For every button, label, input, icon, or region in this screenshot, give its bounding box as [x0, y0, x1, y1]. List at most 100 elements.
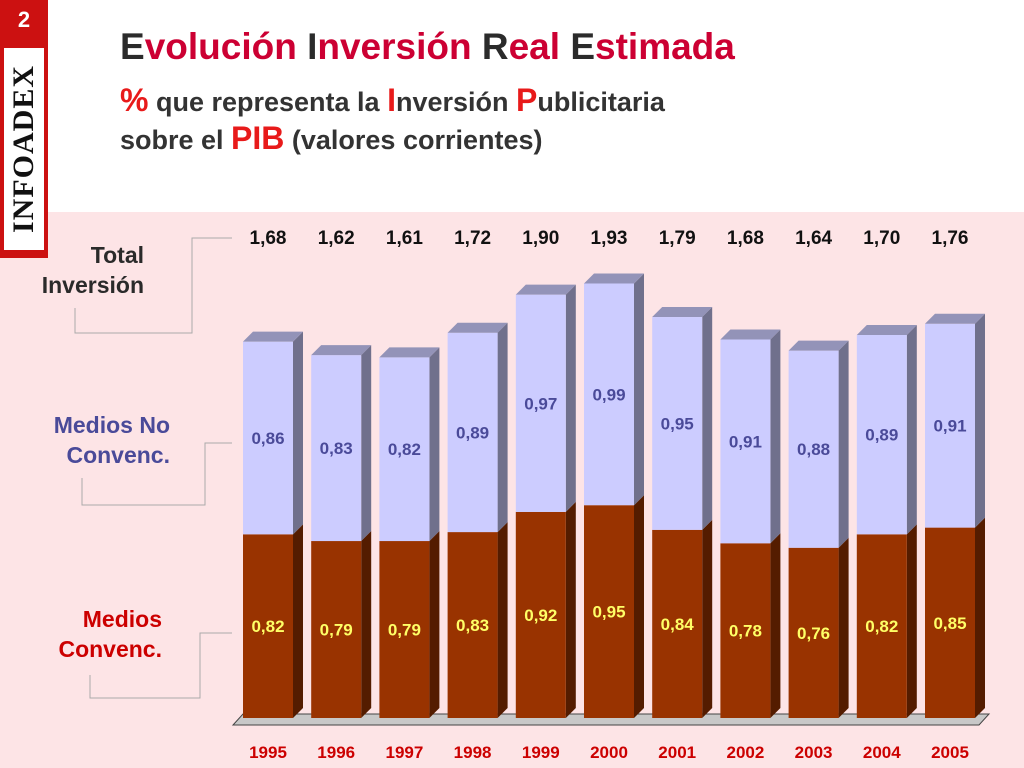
bar-convenc-2005 [925, 527, 975, 718]
x-tick-label: 1998 [454, 743, 492, 762]
bar-side-no-convenc [497, 322, 508, 533]
x-tick-label: 2002 [726, 743, 764, 762]
bar-no-convenc-2002 [720, 339, 771, 544]
total-label: 1,68 [727, 228, 764, 249]
data-label-no-convenc: 0,91 [729, 432, 762, 451]
bar-side-no-convenc [634, 273, 644, 506]
slide-number: 2 [17, 7, 31, 32]
data-label-no-convenc: 0,99 [592, 385, 625, 404]
bar-no-convenc-2000 [584, 283, 634, 506]
bar-convenc-2001 [652, 529, 703, 718]
bar-top-face [243, 331, 303, 342]
bar-top-face [447, 322, 508, 333]
bar-side-no-convenc [361, 345, 372, 542]
data-label-convenc: 0,82 [251, 617, 284, 636]
bar-no-convenc-1996 [311, 355, 362, 542]
bar-convenc-2000 [584, 505, 634, 718]
data-label-no-convenc: 0,89 [456, 423, 489, 442]
bar-convenc-1996 [311, 541, 362, 718]
data-label-no-convenc: 0,97 [524, 394, 557, 413]
bar-side-no-convenc [429, 347, 440, 542]
data-label-no-convenc: 0,89 [865, 426, 898, 445]
connector-line [81, 442, 232, 506]
label-medios-no-convenc: Medios No Convenc. [53, 412, 170, 468]
bar-no-convenc-1998 [447, 332, 498, 533]
total-label: 1,68 [250, 228, 287, 249]
bar-top-face [311, 345, 372, 356]
bar-top-face [720, 329, 781, 340]
bar-convenc-1998 [447, 532, 498, 718]
data-label-convenc: 0,79 [388, 621, 421, 640]
bar-side-no-convenc [838, 340, 849, 548]
bar-no-convenc-2004 [856, 334, 907, 535]
bar-top-face [379, 347, 440, 358]
x-tick-label: 1996 [317, 743, 355, 762]
data-label-no-convenc: 0,88 [797, 440, 830, 459]
connector-line [89, 632, 232, 699]
x-tick-label: 1995 [249, 743, 287, 762]
bar-side-no-convenc [293, 331, 303, 535]
x-tick-label: 2001 [658, 743, 696, 762]
bar-side-no-convenc [906, 324, 917, 535]
data-label-convenc: 0,85 [933, 614, 966, 633]
bar-side-convenc [361, 531, 372, 718]
data-label-no-convenc: 0,95 [661, 414, 694, 433]
bar-side-no-convenc [975, 313, 985, 528]
bar-top-face [925, 313, 985, 324]
bar-no-convenc-2003 [788, 350, 839, 548]
data-label-convenc: 0,76 [797, 624, 830, 643]
infoadex-logo: INFOADEX [4, 48, 44, 250]
bar-convenc-2003 [788, 547, 839, 718]
data-label-no-convenc: 0,91 [933, 417, 966, 436]
x-tick-label: 2003 [795, 743, 833, 762]
bar-convenc-1995 [243, 534, 293, 718]
bar-side-no-convenc [702, 307, 713, 530]
label-medios-convenc: Medios Convenc. [58, 606, 162, 662]
bar-side-no-convenc [565, 284, 576, 512]
bar-side-convenc [293, 524, 303, 718]
x-tick-label: 1999 [522, 743, 560, 762]
bar-side-convenc [975, 517, 985, 718]
data-label-convenc: 0,95 [592, 603, 625, 622]
total-label: 1,64 [795, 228, 832, 249]
x-tick-label: 2000 [590, 743, 628, 762]
bar-top-face [856, 324, 917, 335]
bar-side-convenc [838, 537, 849, 718]
bar-side-convenc [906, 524, 917, 718]
data-label-convenc: 0,92 [524, 606, 557, 625]
bar-side-no-convenc [770, 329, 781, 544]
bar-top-face [652, 307, 713, 318]
bar-convenc-2002 [720, 543, 771, 718]
bar-top-face [584, 273, 644, 284]
bar-side-convenc [770, 533, 781, 718]
bar-no-convenc-1999 [515, 294, 566, 512]
total-label: 1,70 [863, 228, 900, 249]
chart-background [0, 212, 1024, 768]
bar-side-convenc [565, 501, 576, 718]
data-label-convenc: 0,84 [661, 615, 695, 634]
label-total-inversion: Total Inversión [41, 242, 144, 298]
slide-title: Evolución Inversión Real Estimada [120, 26, 735, 67]
bar-top-face [788, 340, 849, 351]
bar-no-convenc-1997 [379, 357, 430, 542]
total-label: 1,90 [522, 228, 559, 249]
x-tick-label: 2004 [863, 743, 901, 762]
bar-convenc-1997 [379, 541, 430, 718]
subtitle-line-1: % que representa la Inversión Publicitar… [120, 82, 665, 118]
bar-convenc-2004 [856, 534, 907, 718]
total-label: 1,61 [386, 228, 423, 249]
total-label: 1,72 [454, 228, 491, 249]
data-label-no-convenc: 0,83 [320, 439, 353, 458]
connector-line [74, 237, 232, 334]
bar-convenc-1999 [515, 511, 566, 718]
x-tick-label: 2005 [931, 743, 969, 762]
data-label-convenc: 0,79 [320, 621, 353, 640]
data-label-no-convenc: 0,86 [251, 429, 284, 448]
data-label-convenc: 0,82 [865, 617, 898, 636]
bar-side-convenc [497, 522, 508, 718]
bar-no-convenc-2005 [925, 323, 975, 528]
data-label-convenc: 0,83 [456, 616, 489, 635]
bar-side-convenc [702, 519, 713, 718]
bar-side-convenc [429, 531, 440, 718]
bar-side-convenc [634, 495, 644, 718]
